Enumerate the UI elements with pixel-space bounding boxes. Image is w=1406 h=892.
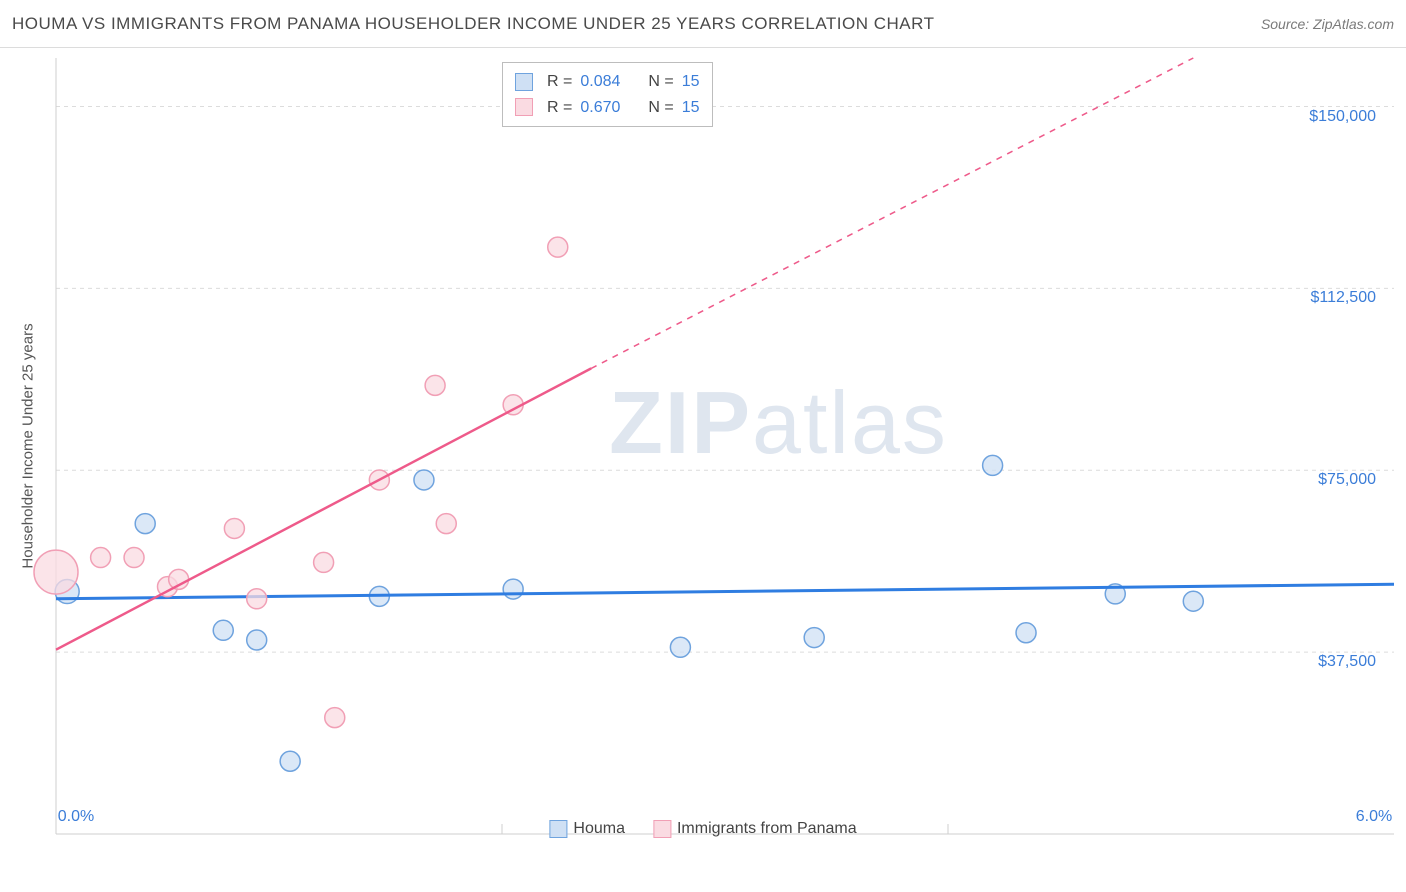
y-tick-label: $75,000	[1318, 471, 1376, 489]
legend-item-panama: Immigrants from Panama	[653, 820, 857, 838]
n-label: N =	[648, 95, 673, 121]
r-label: R =	[547, 95, 572, 121]
r-value: 0.084	[580, 69, 620, 95]
y-tick-label: $112,500	[1310, 289, 1376, 307]
x-tick-label: 6.0%	[1356, 808, 1392, 826]
chart-title: HOUMA VS IMMIGRANTS FROM PANAMA HOUSEHOL…	[12, 14, 934, 34]
top-legend-row: R = 0.670 N = 15	[515, 95, 700, 121]
top-legend-row: R = 0.084 N = 15	[515, 69, 700, 95]
chart-container: HOUMA VS IMMIGRANTS FROM PANAMA HOUSEHOL…	[0, 0, 1406, 892]
legend-label-houma: Houma	[573, 820, 625, 837]
n-label: N =	[648, 69, 673, 95]
bottom-legend: Houma Immigrants from Panama	[549, 820, 856, 838]
legend-label-panama: Immigrants from Panama	[677, 820, 857, 837]
legend-swatch-panama	[653, 820, 671, 838]
r-value: 0.670	[580, 95, 620, 121]
n-value: 15	[682, 95, 700, 121]
x-tick-label: 0.0%	[58, 808, 94, 826]
legend-swatch-houma	[549, 820, 567, 838]
source-label: Source: ZipAtlas.com	[1261, 16, 1394, 32]
top-legend: R = 0.084 N = 15 R = 0.670 N = 15	[502, 62, 713, 127]
legend-swatch	[515, 73, 533, 91]
y-axis-label: Householder Income Under 25 years	[20, 323, 37, 568]
title-bar: HOUMA VS IMMIGRANTS FROM PANAMA HOUSEHOL…	[0, 0, 1406, 48]
chart-area: Householder Income Under 25 years ZIPatl…	[0, 48, 1406, 844]
y-tick-label: $37,500	[1318, 653, 1376, 671]
y-tick-label: $150,000	[1309, 108, 1376, 126]
legend-swatch	[515, 98, 533, 116]
plot-region: ZIPatlas $37,500$75,000$112,500$150,000	[56, 58, 1394, 834]
legend-item-houma: Houma	[549, 820, 625, 838]
plot-svg	[56, 58, 1394, 834]
n-value: 15	[682, 69, 700, 95]
r-label: R =	[547, 69, 572, 95]
